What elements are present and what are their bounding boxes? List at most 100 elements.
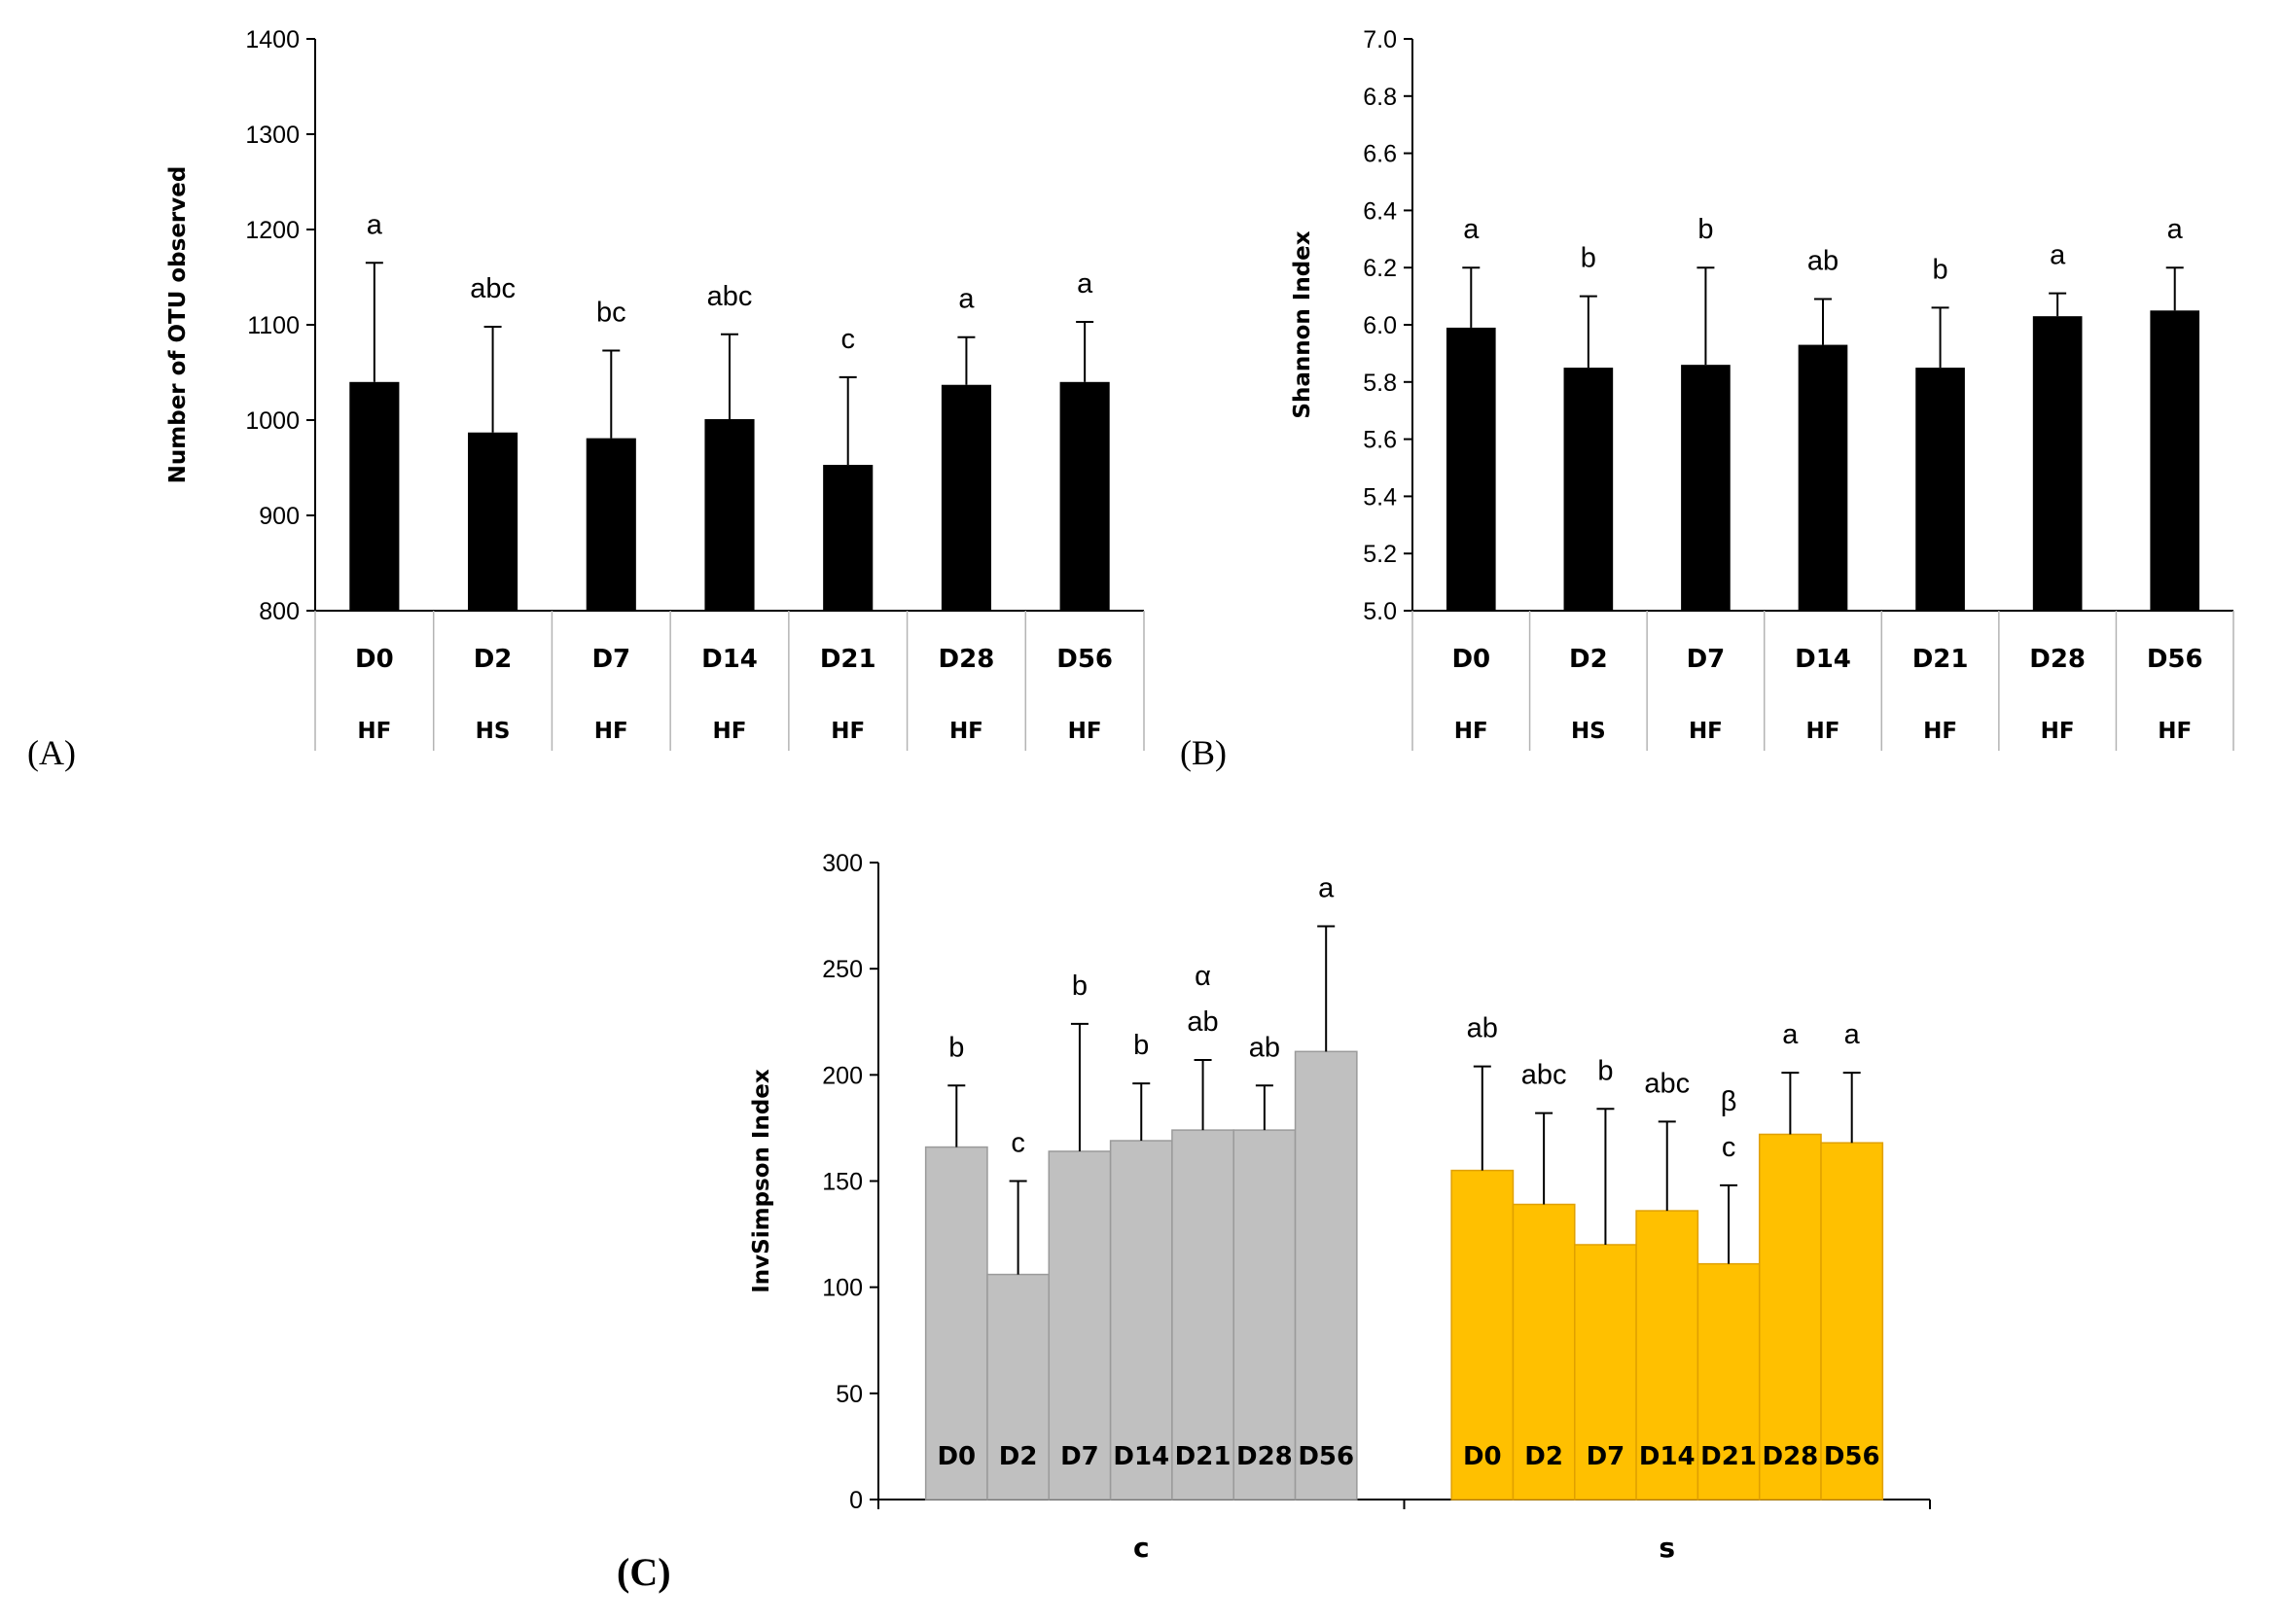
bar: [1450, 1169, 1515, 1500]
significance-label: c: [1011, 1128, 1025, 1159]
chart-b: 5.0 5.2 5.4 5.6 5.8 6.0 6.2 6.4 6.6 6.8 7.0 Shannon…: [1180, 26, 2234, 772]
chart-c: 0 50 100 150 200 250 300 InvSimpson Index b D0 c D2…: [617, 850, 1931, 1594]
subcategory-label: HF: [949, 719, 983, 744]
y-tick-label: 5.8: [1363, 370, 1397, 397]
bar: [1171, 1129, 1234, 1500]
y-tick-label: 250: [822, 956, 863, 983]
significance-label: b: [1933, 254, 1948, 285]
y-tick-label: 5.4: [1363, 483, 1397, 511]
significance-label: a: [367, 209, 383, 240]
bar: [941, 384, 991, 611]
y-tick-label: 900: [259, 503, 300, 530]
category-label: D7: [1060, 1442, 1099, 1471]
y-tick-label: 6.4: [1363, 197, 1397, 225]
bar: [586, 438, 636, 611]
panel-label: (B): [1180, 733, 1227, 772]
significance-label: a: [1077, 268, 1093, 300]
category-label: D56: [2147, 645, 2203, 674]
significance-label: c: [1722, 1132, 1736, 1163]
significance-label: ab: [1467, 1013, 1498, 1044]
significance-label: ab: [1807, 246, 1839, 277]
significance-label: b: [1072, 971, 1088, 1002]
significance-label: a: [1463, 214, 1480, 245]
bar: [704, 419, 755, 611]
significance-label: a: [1782, 1019, 1799, 1050]
y-tick-label: 0: [849, 1487, 863, 1514]
significance-label: ab: [1187, 1006, 1218, 1038]
bar: [1681, 365, 1731, 611]
category-label: D7: [1687, 645, 1726, 674]
subcategory-label: HF: [1923, 719, 1957, 744]
subcategory-label: HF: [831, 719, 865, 744]
bar: [986, 1273, 1051, 1500]
subcategory-label: HF: [2041, 719, 2075, 744]
significance-label: a: [1844, 1019, 1861, 1050]
y-tick-label: 800: [259, 598, 300, 625]
category-label: D0: [1451, 645, 1490, 674]
category-label: D2: [1524, 1442, 1563, 1471]
significance-label: ab: [1249, 1032, 1280, 1063]
y-tick-label: 6.6: [1363, 141, 1397, 168]
significance-label: b: [1133, 1030, 1149, 1061]
bar: [1512, 1203, 1576, 1500]
category-label: D14: [1795, 645, 1851, 674]
bar: [1294, 1050, 1358, 1500]
bar: [1059, 381, 1110, 611]
y-tick-label: 50: [836, 1381, 863, 1408]
category-label: D28: [939, 645, 995, 674]
category-label: D2: [999, 1442, 1038, 1471]
y-axis-title: InvSimpson Index: [749, 1069, 774, 1293]
significance-label: abc: [707, 281, 753, 312]
chart-a: 800 900 1000 1100 1200 1300 1400 Number of OTU …: [27, 26, 1145, 772]
y-axis-title: Shannon Index: [1290, 230, 1315, 418]
subcategory-label: HS: [476, 719, 511, 744]
significance-label: abc: [470, 273, 516, 304]
y-tick-label: 6.8: [1363, 84, 1397, 111]
category-label: D14: [1639, 1442, 1696, 1471]
category-label: D21: [1700, 1442, 1757, 1471]
category-label: D14: [1113, 1442, 1169, 1471]
group-label: s: [1659, 1532, 1675, 1564]
bar: [1798, 344, 1848, 611]
category-label: D21: [820, 645, 876, 674]
significance-label: abc: [1644, 1068, 1690, 1099]
y-tick-label: 5.2: [1363, 541, 1397, 568]
y-tick-label: 1000: [245, 407, 300, 435]
y-tick-label: 1300: [245, 122, 300, 149]
bar: [1915, 368, 1965, 611]
panel-label: (C): [617, 1550, 671, 1594]
category-label: D0: [1463, 1442, 1502, 1471]
subcategory-label: HF: [2158, 719, 2192, 744]
category-label: D7: [591, 645, 630, 674]
bar: [1563, 368, 1614, 611]
y-tick-label: 6.0: [1363, 312, 1397, 339]
y-tick-label: 1100: [247, 312, 300, 339]
bar: [2150, 310, 2200, 611]
y-tick-label: 300: [822, 850, 863, 877]
subcategory-label: HF: [1806, 719, 1840, 744]
subcategory-label: HF: [594, 719, 628, 744]
significance-label: a: [2050, 240, 2066, 271]
y-tick-label: 5.6: [1363, 427, 1397, 454]
y-tick-label: 100: [822, 1275, 863, 1302]
bar: [468, 432, 518, 611]
significance-label: abc: [1521, 1060, 1567, 1091]
category-label: D28: [1236, 1442, 1293, 1471]
group-label: c: [1133, 1532, 1150, 1564]
bar: [1446, 327, 1496, 611]
y-tick-label: 1400: [245, 26, 300, 53]
panel-label: (A): [27, 733, 76, 772]
significance-label: bc: [596, 297, 626, 328]
category-label: D28: [2029, 645, 2086, 674]
subcategory-label: HF: [1689, 719, 1723, 744]
subcategory-label: HF: [1454, 719, 1488, 744]
significance-label: c: [840, 324, 855, 355]
y-tick-label: 5.0: [1363, 598, 1397, 625]
y-tick-label: 150: [822, 1169, 863, 1196]
category-label: D56: [1056, 645, 1113, 674]
bar: [349, 381, 400, 611]
significance-label: b: [1697, 214, 1713, 245]
category-label: D7: [1587, 1442, 1625, 1471]
bar: [2032, 316, 2083, 611]
